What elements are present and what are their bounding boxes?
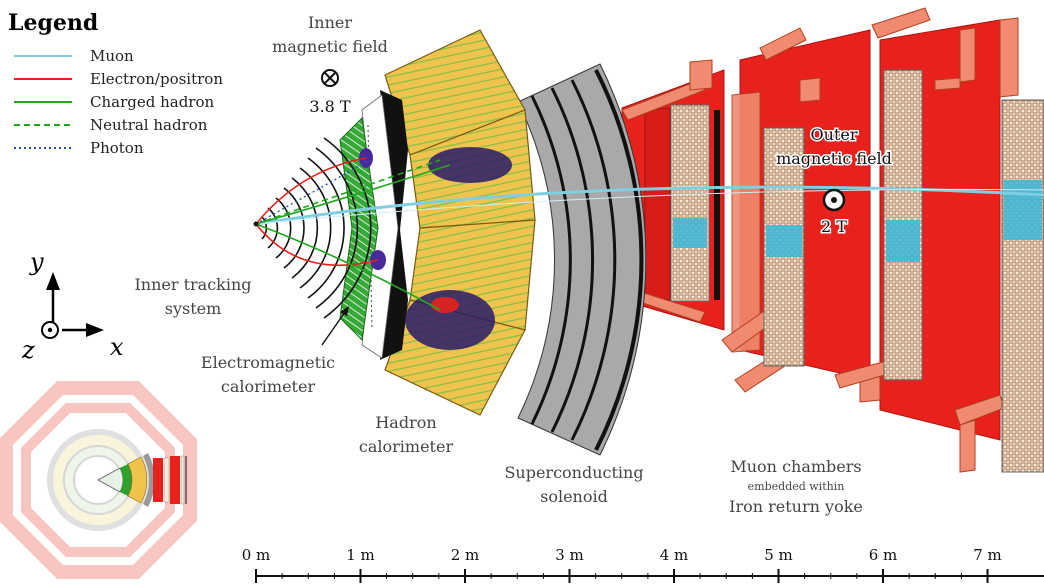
particle-tracks [253,157,1044,311]
scale-tick-label: 0 m [242,546,271,564]
axis-z-circle [41,321,59,339]
label-solenoid-2: solenoid [540,487,608,506]
label-solenoid-1: Superconducting [504,463,643,482]
ecal-pointer-arrow [321,306,349,346]
label-muon-3: Iron return yoke [729,497,863,516]
label-hcal-1: Hadron [375,413,436,432]
legend-title: Legend [8,10,98,36]
axis-x-arrowhead [86,323,104,337]
scale-tick-label: 3 m [555,546,584,564]
label-muon-2: embedded within [748,480,845,493]
hcal-deposit-lower [405,290,495,350]
label-inner-field-value: 3.8 T [309,97,351,116]
legend-item-charged-hadron: Charged hadron [90,93,215,111]
label-outer-field-2: magnetic field [776,149,892,168]
overview-thumbnail [0,381,197,579]
hcal-deposit-upper [428,147,512,183]
photon-track [255,159,371,225]
scale-tick-label: 7 m [973,546,1002,564]
label-hcal-2: calorimeter [359,437,454,456]
inner-field-symbol [321,69,339,87]
label-muon-1: Muon chambers [730,457,861,476]
axis-y-label: y [29,248,44,276]
outer-field-symbol [822,188,846,212]
label-tracker-2: system [165,299,222,318]
scale-tick-label: 1 m [346,546,375,564]
component-labels: Inner magnetic field 3.8 T Outer magneti… [134,13,893,516]
axis-z-label: z [21,336,35,364]
scale-tick-label: 4 m [660,546,689,564]
label-outer-field-value: 2 T [821,217,847,236]
charged-hadron-track-2 [255,223,441,311]
axes-indicator: y x z [21,248,124,364]
legend-item-muon: Muon [90,47,134,65]
scale-tick-label: 6 m [869,546,898,564]
neutral-hadron-track [255,159,441,225]
electron-track-2 [255,223,379,267]
label-inner-field-1: Inner [308,13,352,32]
legend-item-neutral-hadron: Neutral hadron [90,116,208,134]
inner-tracker [261,137,372,319]
legend-item-electron: Electron/positron [90,70,223,88]
label-outer-field-1: Outer [811,125,858,144]
scale-tick-label: 5 m [764,546,793,564]
electron-track-1 [255,157,367,225]
legend: Legend Muon Electron/positron Charged ha… [8,10,223,157]
label-tracker-1: Inner tracking [134,275,251,294]
muon-station-4 [1001,99,1044,473]
charged-hadron-track-1 [255,164,451,225]
detector-wedge [253,7,1044,473]
label-ecal-1: Electromagnetic [201,353,335,372]
label-ecal-2: calorimeter [221,377,316,396]
legend-item-photon: Photon [90,139,144,157]
axis-y-arrowhead [46,272,60,290]
scale-tick-label: 2 m [451,546,480,564]
axis-z-dot [47,327,53,333]
hadron-calorimeter [361,29,536,416]
muon-station-1 [670,104,710,302]
scale-bar: 0 m 1 m 2 m 3 m 4 m 5 m 6 m 7 m [242,546,1044,583]
axis-x-label: x [110,333,124,361]
label-inner-field-2: magnetic field [272,37,388,56]
solenoid [517,63,647,456]
